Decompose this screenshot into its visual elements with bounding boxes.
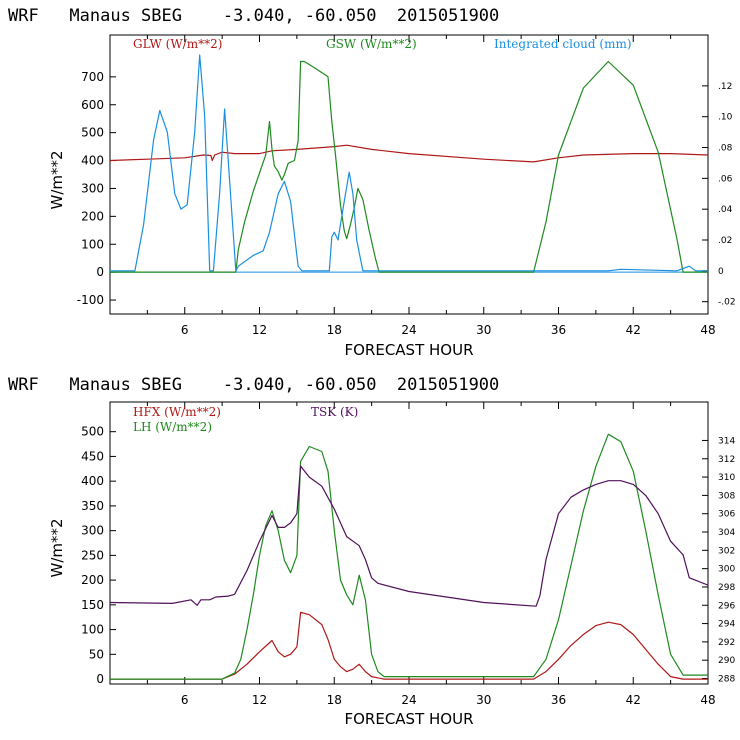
chart2-y2-tick-label: 288 (718, 675, 735, 685)
chart1-y2-tick-label: 0 (718, 267, 724, 277)
chart2-plot-frame (109, 401, 709, 685)
chart2-x-tick-label: 18 (327, 693, 342, 707)
chart2-x-tick-label: 6 (181, 693, 189, 707)
chart1-x-tick-label: 12 (252, 323, 267, 337)
chart2-y-tick-label: 50 (89, 647, 104, 661)
chart2-series-tsk-line (110, 465, 708, 607)
chart1-series-gsw-line (110, 60, 708, 273)
chart2-y-tick-label: 0 (96, 672, 104, 686)
chart1-title: WRF Manaus SBEG -3.040, -60.050 20150519… (8, 6, 499, 26)
chart1-series-integrated-line (110, 54, 708, 272)
chart2-y2-tick-label: 308 (718, 491, 735, 501)
chart1-x-tick-label: 42 (626, 323, 641, 337)
chart2-y-tick-label: 350 (81, 499, 104, 513)
chart1-legend-glw: GLW (W/m**2) (133, 37, 222, 51)
chart2-y-tick-label: 200 (81, 573, 104, 587)
chart1-series (110, 54, 708, 273)
chart2-y2-tick-label: 306 (718, 510, 735, 520)
chart1-y2-tick-label: .06 (718, 174, 733, 184)
chart1-x-tick-label: 30 (476, 323, 491, 337)
chart2-x-tick-label: 36 (551, 693, 566, 707)
chart2-y-tick-label: 150 (81, 598, 104, 612)
chart1-y-tick-label: 300 (81, 181, 104, 195)
chart2-y2-tick-label: 294 (718, 620, 735, 630)
chart2-x-tick-label: 24 (401, 693, 416, 707)
chart2-axes: 6 12 18 24 30 36 42 48 0 50 100 150 200 250 300 350 400 4… (81, 402, 735, 707)
chart1-y-tick-label: 400 (81, 154, 104, 168)
chart2-y-tick-label: 250 (81, 548, 104, 562)
chart1-y-tick-label: 0 (96, 265, 104, 279)
chart2-y-tick-label: 300 (81, 524, 104, 538)
chart1-x-tick-label: 18 (327, 323, 342, 337)
chart1-y2-tick-label: .12 (718, 82, 732, 92)
chart1-y-tick-label: 200 (81, 209, 104, 223)
chart2-y2-tick-label: 300 (718, 565, 735, 575)
chart2-y2-tick-label: 304 (718, 528, 735, 538)
chart2-series-hfx-line (110, 611, 708, 680)
chart1-series-glw-line (110, 144, 708, 163)
chart1-y2-tick-label: .10 (718, 113, 733, 123)
chart2-y-tick-label: 450 (81, 449, 104, 463)
chart1-y2-tick-label: .08 (718, 144, 733, 154)
chart2-legend-tsk: TSK (K) (311, 405, 358, 419)
chart1-y-axis-label: W/m**2 (48, 150, 66, 209)
chart1-x-tick-label: 6 (181, 323, 189, 337)
chart2-x-axis-label: FORECAST HOUR (344, 710, 473, 728)
chart1-x-tick-label: 24 (401, 323, 416, 337)
chart1-y2-tick-label: .04 (718, 205, 733, 215)
chart1-y2-tick-label: .02 (718, 236, 732, 246)
chart2-x-tick-label: 30 (476, 693, 491, 707)
chart2-y2-tick-label: 292 (718, 638, 735, 648)
chart1-y-tick-label: 600 (81, 98, 104, 112)
chart2-y2-tick-label: 310 (718, 473, 735, 483)
chart1-legend-cloud: Integrated cloud (mm) (494, 37, 632, 51)
chart2-x-tick-label: 48 (700, 693, 715, 707)
chart2-legend-lh: LH (W/m**2) (133, 420, 212, 434)
chart1-y-tick-label: 100 (81, 237, 104, 251)
chart2-x-tick-label: 12 (252, 693, 267, 707)
chart2-y-axis-label: W/m**2 (48, 518, 66, 577)
chart1-x-axis-label: FORECAST HOUR (344, 341, 473, 359)
chart2-series (110, 433, 708, 680)
chart2-legend-hfx: HFX (W/m**2) (133, 405, 221, 419)
chart1-y-tick-label: 500 (81, 126, 104, 140)
chart2-y2-tick-label: 312 (718, 455, 735, 465)
chart2-y2-tick-label: 314 (718, 436, 735, 446)
chart2-y-tick-label: 500 (81, 425, 104, 439)
chart2-y2-tick-label: 290 (718, 656, 735, 666)
chart1-y-tick-label: 700 (81, 70, 104, 84)
chart2-y-tick-label: 400 (81, 474, 104, 488)
chart1-x-tick-label: 48 (700, 323, 715, 337)
chart1-y-tick-label: -100 (77, 293, 104, 307)
chart1-x-tick-label: 36 (551, 323, 566, 337)
chart1-y2-tick-label: -.02 (718, 298, 736, 308)
chart2-y2-tick-label: 296 (718, 601, 735, 611)
chart2-y-tick-label: 100 (81, 623, 104, 637)
chart2-series-lh-line (110, 433, 708, 680)
chart2-x-tick-label: 42 (626, 693, 641, 707)
chart2-y2-tick-label: 298 (718, 583, 735, 593)
chart2-y2-tick-label: 302 (718, 546, 735, 556)
chart1-legend-gsw: GSW (W/m**2) (326, 37, 417, 51)
chart2-title: WRF Manaus SBEG -3.040, -60.050 20150519… (8, 375, 499, 395)
chart1-axes: 6 12 18 24 30 36 42 48 -100 0 100 200 300 400 500 600 70… (77, 35, 736, 337)
